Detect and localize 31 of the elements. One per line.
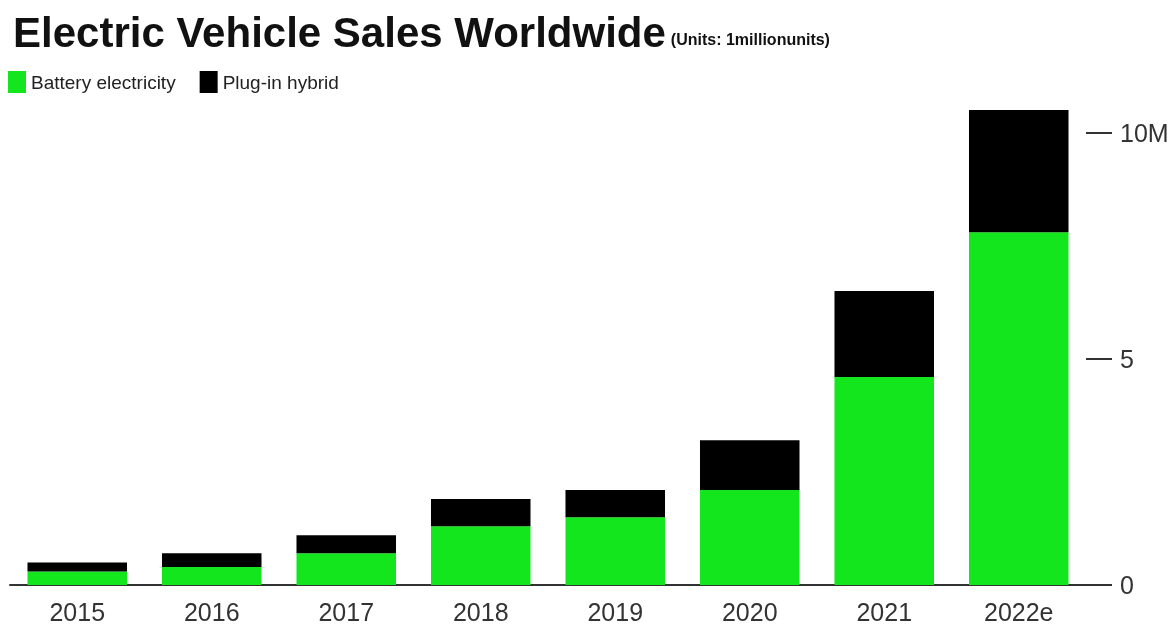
bar	[161, 553, 262, 567]
bar	[968, 110, 1069, 233]
x-tick-label: 2017	[318, 597, 375, 626]
chart-subtitle: (Units: 1millionunits)	[670, 30, 830, 48]
x-tick-label: 2022e	[983, 597, 1054, 626]
y-tick-label: 0	[1120, 571, 1134, 599]
bar	[430, 499, 531, 527]
bar	[161, 566, 262, 585]
x-tick-label: 2018	[452, 597, 509, 626]
bar	[27, 571, 128, 585]
bar	[834, 376, 935, 585]
bar	[430, 526, 531, 585]
bar	[27, 562, 128, 572]
x-tick-label: 2015	[49, 597, 106, 626]
x-tick-label: 2016	[183, 597, 240, 626]
x-tick-label: 2020	[721, 597, 778, 626]
bar	[968, 232, 1069, 585]
x-tick-label: 2019	[587, 597, 644, 626]
y-tick-label: 5	[1120, 344, 1134, 373]
bar	[834, 290, 935, 377]
bar	[296, 535, 397, 554]
bar	[565, 490, 666, 518]
x-tick-label: 2021	[856, 597, 913, 626]
chart-title: Electric Vehicle Sales Worldwide	[13, 8, 666, 56]
bar	[296, 553, 397, 585]
legend-label: Plug-in hybrid	[222, 71, 339, 93]
bar	[699, 440, 800, 490]
legend-label: Battery electricity	[31, 71, 177, 93]
bar	[699, 490, 800, 585]
bar	[565, 517, 666, 585]
y-tick-label: 10M	[1120, 118, 1169, 147]
